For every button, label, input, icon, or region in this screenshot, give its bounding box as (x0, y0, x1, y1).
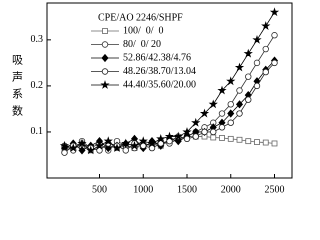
marker (253, 59, 261, 67)
marker (129, 140, 140, 150)
marker (262, 139, 269, 146)
x-tick-label: 2000 (221, 184, 241, 195)
y-tick-label: 0.2 (31, 80, 44, 91)
marker (183, 135, 191, 143)
marker (182, 127, 192, 136)
marker (210, 128, 217, 136)
marker (112, 143, 122, 153)
marker (191, 117, 201, 127)
legend-marker (102, 28, 108, 34)
marker (61, 149, 68, 156)
marker (217, 85, 227, 95)
marker (219, 135, 225, 141)
marker (227, 101, 234, 108)
y-tick-label: 0.1 (31, 126, 44, 137)
marker (245, 138, 252, 145)
marker (269, 7, 280, 17)
marker (147, 138, 157, 148)
x-tick-label: 500 (92, 184, 107, 195)
marker (78, 146, 86, 155)
legend-label: 100/ 0/ 0 (123, 25, 164, 36)
marker (103, 136, 113, 146)
marker (218, 110, 226, 117)
marker (236, 87, 243, 94)
marker (261, 21, 271, 30)
marker (77, 138, 87, 148)
marker (173, 131, 183, 141)
legend-marker (101, 41, 109, 48)
x-tick-label: 2500 (265, 184, 285, 195)
marker (156, 133, 166, 143)
legend-label: 48.26/38.70/13.04 (123, 66, 196, 77)
marker (121, 138, 131, 148)
marker (271, 32, 278, 39)
marker (201, 128, 208, 136)
marker (210, 134, 217, 141)
marker (262, 68, 269, 76)
page: {"chart_data": {"type": "line", "y_label… (10, 2, 293, 196)
x-tick-label: 1000 (133, 184, 153, 195)
marker (262, 45, 269, 53)
marker (218, 124, 226, 131)
legend-marker (101, 53, 109, 63)
legend-label: 80/ 0/ 20 (123, 39, 161, 50)
marker (199, 108, 210, 118)
marker (245, 73, 252, 80)
marker (236, 136, 243, 143)
legend-marker (101, 68, 109, 75)
marker (68, 143, 78, 153)
marker (227, 119, 234, 126)
marker (254, 139, 260, 145)
y-axis-label: 吸声系数 (10, 54, 23, 122)
marker (94, 140, 105, 150)
marker (236, 110, 243, 117)
marker (122, 147, 129, 154)
marker (192, 133, 199, 140)
chart: 吸声系数 CPE/AO 2246/SHPF 500 1000 1500 2000 250… (10, 2, 293, 195)
marker (59, 140, 70, 150)
marker (138, 136, 148, 146)
marker (253, 82, 261, 90)
marker (271, 59, 278, 67)
plot-frame (46, 2, 293, 179)
x-tick-label: 1500 (177, 184, 197, 195)
legend-label: 52.86/42.38/4.76 (123, 52, 191, 63)
marker (235, 100, 244, 109)
marker (227, 135, 234, 142)
marker (164, 131, 175, 141)
y-tick-label: 0.3 (31, 34, 44, 45)
legend-title: CPE/AO 2246/SHPF (98, 12, 183, 23)
marker (208, 99, 218, 109)
legend-marker (100, 80, 110, 89)
marker (86, 145, 96, 155)
legend-label: 44.40/35.60/20.00 (123, 79, 196, 90)
marker (226, 76, 236, 86)
marker (227, 109, 235, 118)
marker (252, 34, 262, 44)
marker (243, 48, 253, 58)
marker (104, 143, 112, 153)
marker (234, 62, 245, 72)
marker (245, 96, 252, 103)
marker (271, 140, 278, 147)
